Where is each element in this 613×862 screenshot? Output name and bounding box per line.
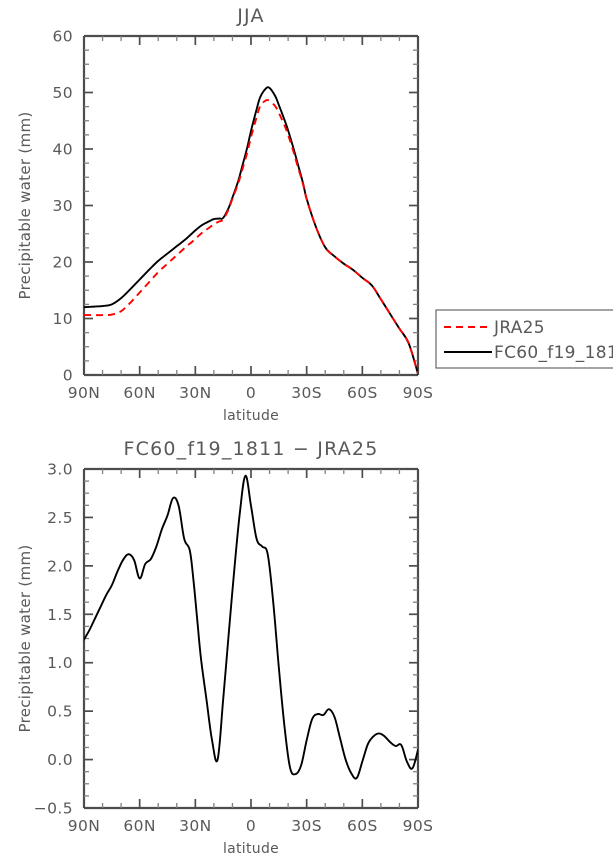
top-y-tick-label: 20 — [52, 254, 73, 272]
top-x-tick-label: 30N — [179, 384, 212, 402]
bottom-x-tick-label: 60S — [347, 817, 378, 835]
top-y-tick-label: 0 — [63, 367, 73, 385]
top-y-tick-label: 10 — [52, 310, 73, 328]
top-x-axis-label: latitude — [223, 408, 279, 424]
top-x-tick-label: 90S — [403, 384, 434, 402]
top-x-tick-label: 90N — [68, 384, 101, 402]
legend-box — [435, 309, 613, 369]
bottom-y-tick-label: 2.0 — [47, 557, 73, 575]
bottom-series-group — [84, 474, 418, 780]
bottom-x-tick-label: 90N — [68, 817, 101, 835]
bottom-y-tick-label: 1.5 — [47, 606, 73, 624]
top-series-1 — [84, 98, 418, 375]
top-title: JJA — [236, 5, 264, 27]
panel-top-jja: 0 10 20 30 40 50 60 90N 60N 30N 0 30S 60S 90S JJA latit… — [16, 5, 433, 424]
bottom-series-0 — [84, 474, 418, 780]
bottom-y-tick-label: 3.0 — [47, 461, 73, 479]
top-y-axis-label: Precipitable water (mm) — [16, 111, 34, 299]
top-series-group — [84, 86, 418, 375]
legend-item-jra25[interactable]: JRA25 — [444, 318, 545, 338]
bottom-x-tick-label: 60N — [123, 817, 156, 835]
bottom-x-tick-label: 30N — [179, 817, 212, 835]
legend[interactable]: JRA25 FC60_f19_1811 — [435, 309, 613, 369]
top-series-0 — [84, 86, 418, 375]
bottom-y-tick-label: 0.0 — [47, 751, 73, 769]
bottom-y-tick-label: 0.5 — [47, 703, 73, 721]
panel-bottom-difference: −0.5 0.0 0.5 1.0 1.5 2.0 2.5 3.0 90N 60N 30N 0 30S 60… — [16, 438, 433, 857]
bottom-y-axis-label: Precipitable water (mm) — [16, 544, 34, 732]
top-y-tick-label: 40 — [52, 141, 73, 159]
legend-item-fc60-f19-1811[interactable]: FC60_f19_1811 — [444, 343, 613, 363]
legend-label: FC60_f19_1811 — [494, 343, 613, 363]
top-y-tick-label: 60 — [52, 28, 73, 46]
top-x-tick-label: 30S — [291, 384, 322, 402]
legend-label: JRA25 — [493, 318, 545, 338]
bottom-x-axis-label: latitude — [223, 841, 279, 857]
top-x-tick-label: 60N — [123, 384, 156, 402]
top-x-tick-label: 60S — [347, 384, 378, 402]
bottom-y-tick-label: 1.0 — [47, 654, 73, 672]
bottom-title: FC60_f19_1811 − JRA25 — [124, 438, 379, 460]
top-y-tick-label: 50 — [52, 84, 73, 102]
bottom-x-tick-label: 90S — [403, 817, 434, 835]
bottom-x-tick-label: 0 — [246, 817, 256, 835]
bottom-y-tick-label: 2.5 — [47, 509, 73, 527]
top-y-tick-label: 30 — [52, 197, 73, 215]
top-x-tick-label: 0 — [246, 384, 256, 402]
bottom-y-tick-label: −0.5 — [34, 800, 73, 818]
bottom-x-tick-label: 30S — [291, 817, 322, 835]
